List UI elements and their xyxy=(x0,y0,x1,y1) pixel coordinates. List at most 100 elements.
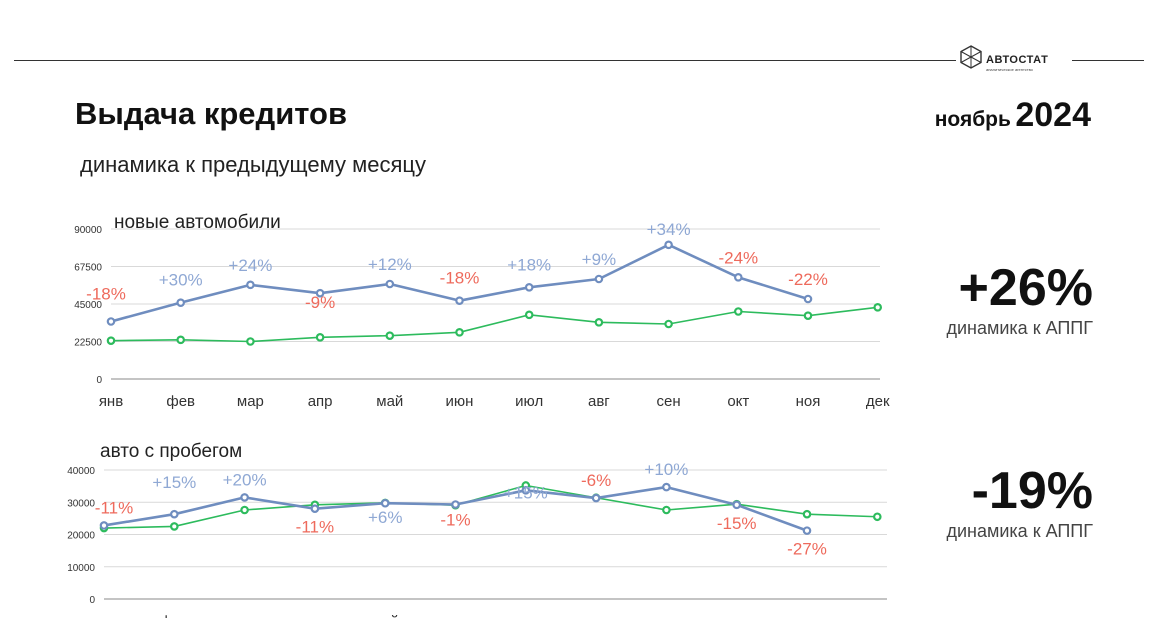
data-label-used: -6% xyxy=(581,471,611,490)
top-divider-left xyxy=(14,60,956,61)
page-subtitle: динамика к предыдущему месяцу xyxy=(80,152,426,177)
y-tick-label-used: 40000 xyxy=(67,466,95,477)
data-label-new: -24% xyxy=(718,248,758,267)
period-month: ноябрь xyxy=(934,108,1011,131)
x-tick-label-used: май xyxy=(372,613,399,618)
data-point-current-used xyxy=(380,498,390,508)
data-point-previous-used xyxy=(170,522,179,531)
x-tick-label-used: окт xyxy=(726,613,748,618)
x-tick-label-used: янв xyxy=(92,613,116,618)
kpi-new-label: динамика к АППГ xyxy=(946,318,1093,338)
data-point-current-new xyxy=(733,273,743,282)
brand-logo: АВТОСТАТ аналитическое агентство xyxy=(958,44,1070,74)
data-label-used: +20% xyxy=(223,470,267,489)
x-tick-label-new: июн xyxy=(446,393,474,410)
data-label-used: -15% xyxy=(717,514,757,533)
x-tick-label-new: мар xyxy=(237,393,264,410)
data-label-new: +12% xyxy=(368,255,412,274)
x-tick-label-used: июл xyxy=(512,613,540,618)
x-tick-label-new: авг xyxy=(588,393,610,410)
x-tick-label-new: сен xyxy=(657,393,681,410)
hexagon-logo-icon xyxy=(960,45,982,69)
x-tick-label-used: авг xyxy=(585,613,607,618)
kpi-new-cars: +26% динамика к АППГ xyxy=(946,262,1093,339)
y-tick-label-used: 20000 xyxy=(67,531,95,542)
x-tick-label-new: фев xyxy=(166,393,195,410)
data-label-used: +15% xyxy=(504,483,548,502)
data-point-current-used xyxy=(310,504,320,514)
data-label-new: +24% xyxy=(228,256,272,275)
y-tick-label-new: 22500 xyxy=(74,338,102,349)
data-point-previous-new xyxy=(524,310,534,320)
data-label-used: -11% xyxy=(296,518,334,537)
data-point-current-used xyxy=(802,526,812,535)
data-point-current-used xyxy=(521,486,531,495)
data-point-current-new xyxy=(385,279,395,289)
x-tick-label-new: апр xyxy=(308,393,333,410)
brand-tagline: аналитическое агентство xyxy=(986,67,1033,72)
data-point-previous-used xyxy=(802,509,812,519)
data-point-previous-used xyxy=(662,505,671,515)
data-point-previous-new xyxy=(315,333,325,342)
x-tick-label-used: фев xyxy=(160,613,189,618)
data-point-previous-new xyxy=(106,336,116,345)
data-point-previous-used xyxy=(240,505,249,515)
data-label-new: -22% xyxy=(788,270,828,289)
data-point-previous-used xyxy=(872,512,882,522)
report-period: ноябрь 2024 xyxy=(935,96,1091,135)
kpi-new-value: +26% xyxy=(958,259,1093,317)
data-label-new: -18% xyxy=(440,269,480,288)
x-tick-label-new: ноя xyxy=(796,393,821,410)
data-point-current-new xyxy=(246,280,255,290)
data-label-used: -1% xyxy=(440,511,470,530)
data-point-previous-new xyxy=(455,328,464,337)
x-tick-label-new: июл xyxy=(515,393,543,410)
data-point-current-used xyxy=(170,509,179,519)
data-label-used: -11% xyxy=(95,498,133,517)
data-label-new: -9% xyxy=(305,293,335,312)
y-tick-label-new: 67500 xyxy=(74,263,102,274)
y-tick-label-new: 45000 xyxy=(74,300,102,311)
period-year: 2024 xyxy=(1015,96,1091,134)
kpi-used-cars: -19% динамика к АППГ xyxy=(946,465,1093,542)
data-point-current-new xyxy=(664,240,673,250)
y-tick-label-used: 30000 xyxy=(67,498,95,509)
data-label-used: +10% xyxy=(644,460,688,479)
data-point-previous-new xyxy=(176,335,186,345)
data-point-current-used xyxy=(662,482,671,492)
data-label-new: -18% xyxy=(86,285,126,304)
data-point-current-used xyxy=(99,521,109,530)
y-tick-label-used: 0 xyxy=(89,595,95,606)
data-label-used: -27% xyxy=(787,540,827,559)
y-tick-label-used: 10000 xyxy=(67,563,95,574)
chart-title-used: авто с пробегом xyxy=(100,441,242,462)
x-tick-label-used: мар xyxy=(231,613,258,618)
x-tick-label-used: дек xyxy=(865,613,889,618)
data-label-new: +9% xyxy=(582,250,617,269)
data-point-current-used xyxy=(591,493,601,503)
data-point-current-new xyxy=(524,283,534,292)
series-line-previous-used xyxy=(103,484,878,529)
data-point-current-new xyxy=(176,298,186,307)
data-point-previous-new xyxy=(803,311,813,320)
page-title: Выдача кредитов xyxy=(75,96,348,131)
x-tick-label-new: май xyxy=(376,393,403,410)
y-tick-label-new: 0 xyxy=(96,375,102,386)
data-point-previous-new xyxy=(594,318,604,327)
data-point-previous-new xyxy=(733,307,743,316)
x-tick-label-used: апр xyxy=(302,613,327,618)
data-point-previous-new xyxy=(873,303,883,312)
x-tick-label-new: янв xyxy=(99,393,123,410)
brand-name: АВТОСТАТ xyxy=(986,54,1049,66)
data-point-previous-new xyxy=(385,331,395,340)
x-tick-label-new: окт xyxy=(727,393,749,410)
data-label-new: +34% xyxy=(647,220,691,239)
data-label-used: +15% xyxy=(152,473,196,492)
data-point-current-new xyxy=(803,294,813,304)
x-tick-label-used: сен xyxy=(654,613,678,618)
chart-title-new: новые автомобили xyxy=(114,212,281,233)
x-tick-label-used: ноя xyxy=(795,613,820,618)
data-point-current-new xyxy=(455,296,464,305)
x-tick-label-used: июн xyxy=(442,613,470,618)
